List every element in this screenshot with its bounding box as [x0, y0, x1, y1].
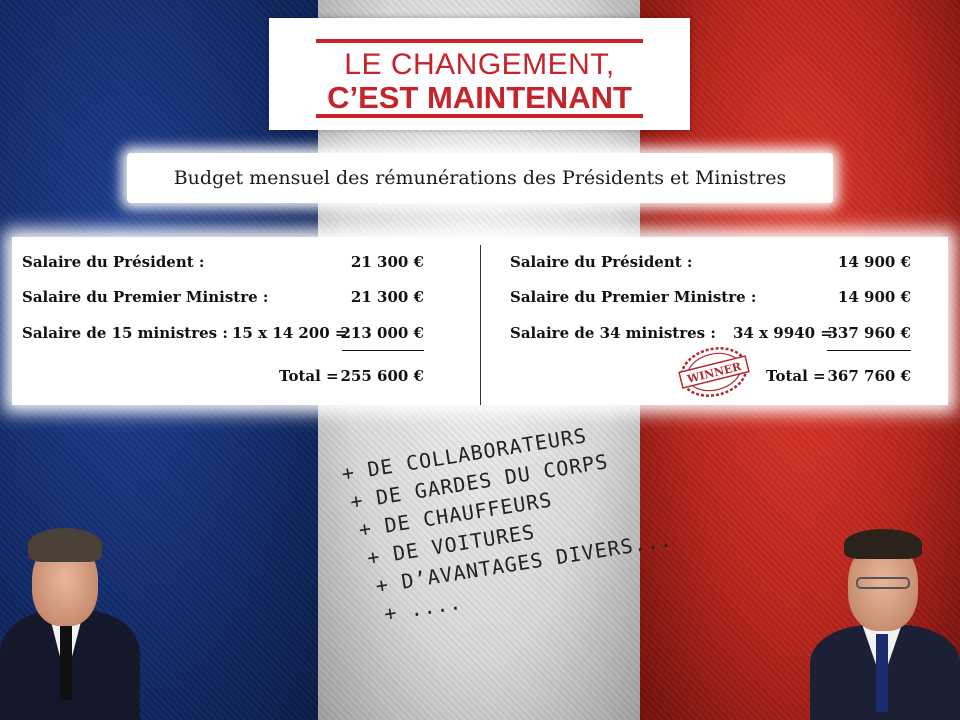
left-total-value: 255 600 €: [340, 367, 424, 385]
right-president-value: 14 900 €: [837, 253, 911, 271]
banner-bottom-rule: [316, 114, 643, 118]
left-pm-value: 21 300 €: [350, 288, 424, 306]
page-subtitle: Budget mensuel des rémunérations des Pré…: [127, 153, 833, 203]
right-pm-value: 14 900 €: [837, 288, 911, 306]
left-sum-rule: [342, 350, 424, 351]
left-portrait: [0, 510, 140, 720]
left-president-value: 21 300 €: [350, 253, 424, 271]
left-ministers-label: Salaire de 15 ministres :: [22, 324, 228, 342]
column-divider: [480, 245, 481, 405]
left-ministers-calc: 15 x 14 200 =: [232, 324, 348, 342]
banner-top-rule: [316, 39, 643, 43]
slogan-line-1: LE CHANGEMENT,: [344, 48, 615, 81]
left-president-label: Salaire du Président :: [22, 253, 205, 271]
right-president-label: Salaire du Président :: [510, 253, 693, 271]
right-total-label: Total =: [766, 367, 826, 385]
left-total-label: Total =: [279, 367, 339, 385]
right-ministers-label: Salaire de 34 ministres :: [510, 324, 716, 342]
right-portrait: [810, 515, 960, 720]
right-sum-rule: [827, 350, 911, 351]
right-pm-label: Salaire du Premier Ministre :: [510, 288, 757, 306]
right-ministers-calc: 34 x 9940 =: [733, 324, 833, 342]
left-pm-label: Salaire du Premier Ministre :: [22, 288, 269, 306]
winner-stamp: WINNER: [678, 347, 750, 397]
glasses-icon: [856, 577, 910, 589]
slogan-banner: LE CHANGEMENT, C’EST MAINTENANT: [269, 18, 690, 130]
right-total-value: 367 760 €: [827, 367, 911, 385]
left-ministers-value: 213 000 €: [340, 324, 424, 342]
right-ministers-value: 337 960 €: [827, 324, 911, 342]
slogan-line-2: C’EST MAINTENANT: [327, 80, 632, 115]
salary-comparison-panel: Salaire du Président : 21 300 € Salaire …: [12, 237, 948, 405]
